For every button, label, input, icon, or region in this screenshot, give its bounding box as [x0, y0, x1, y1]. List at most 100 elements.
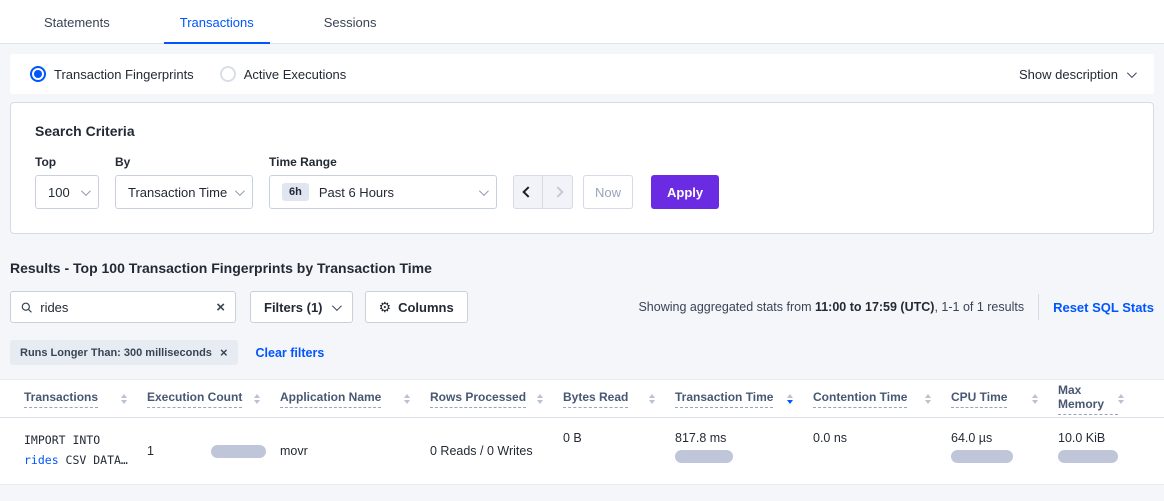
by-select[interactable]: Transaction Time	[115, 175, 253, 209]
column-header-label[interactable]: Application Name	[280, 390, 382, 408]
column-header-label[interactable]: CPU Time	[951, 390, 1008, 408]
apply-button[interactable]: Apply	[651, 175, 720, 209]
sort-icon[interactable]	[404, 393, 410, 404]
column-header-label[interactable]: Execution Count	[147, 390, 243, 408]
top-tab-bar: Statements Transactions Sessions	[0, 0, 1164, 44]
now-button[interactable]: Now	[583, 175, 633, 209]
cell-max-memory: 10.0 KiB	[1058, 418, 1144, 484]
filters-button[interactable]: Filters (1)	[250, 291, 353, 323]
execution-count-value: 1	[147, 444, 154, 458]
results-heading: Results - Top 100 Transaction Fingerprin…	[10, 260, 432, 276]
search-box[interactable]: ×	[10, 291, 236, 323]
next-time-range-button[interactable]	[543, 175, 573, 209]
column-header-label[interactable]: Transaction Time	[675, 390, 774, 408]
time-range-select[interactable]: 6h Past 6 Hours	[269, 175, 497, 209]
radio-selected-icon[interactable]	[30, 66, 46, 82]
radio-active-executions[interactable]: Active Executions	[219, 66, 347, 82]
column-header-transactions: Transactions	[24, 390, 147, 408]
column-header-label[interactable]: Bytes Read	[563, 390, 629, 408]
application-name-value: movr	[280, 444, 308, 458]
aggregated-stats-text: Showing aggregated stats from 11:00 to 1…	[638, 294, 1154, 320]
max-memory-bar	[1058, 450, 1118, 463]
tab-statements[interactable]: Statements	[44, 15, 110, 30]
vertical-divider	[1038, 294, 1040, 320]
cell-application-name: movr	[280, 418, 430, 484]
transaction-statement-line1: IMPORT INTO	[24, 433, 101, 448]
column-header-label[interactable]: Max Memory	[1058, 383, 1118, 415]
sort-icon[interactable]	[121, 393, 127, 404]
tab-sessions[interactable]: Sessions	[323, 15, 377, 30]
column-header-application-name: Application Name	[280, 390, 430, 408]
sort-icon[interactable]	[254, 393, 260, 404]
filters-label: Filters (1)	[264, 299, 323, 315]
cell-transaction-fingerprint[interactable]: IMPORT INTO rides CSV DATA…	[24, 418, 147, 484]
show-description-label: Show description	[1019, 66, 1118, 82]
column-header-contention-time: Contention Time	[813, 390, 951, 408]
cell-cpu-time: 64.0 µs	[951, 418, 1058, 484]
sort-icon[interactable]	[537, 393, 543, 404]
search-criteria-title: Search Criteria	[35, 123, 135, 139]
time-range-group: Time Range 6h Past 6 Hours	[269, 155, 497, 209]
cell-bytes-read: 0 B	[563, 418, 675, 484]
columns-button[interactable]: ⚙ Columns	[364, 291, 468, 323]
rows-processed-value: 0 Reads / 0 Writes	[430, 444, 533, 458]
search-criteria-controls: Top 100 By Transaction Time Time Range 6…	[35, 155, 1129, 209]
bytes-read-value: 0 B	[563, 431, 582, 445]
chevron-down-icon	[234, 185, 245, 196]
sort-icon[interactable]	[1118, 393, 1124, 404]
clear-search-icon[interactable]: ×	[216, 298, 225, 316]
previous-time-range-button[interactable]	[513, 175, 543, 209]
sort-icon[interactable]	[925, 393, 931, 404]
time-range-label: Time Range	[269, 155, 337, 169]
tab-transactions[interactable]: Transactions	[163, 3, 270, 44]
by-value: Transaction Time	[128, 184, 228, 200]
top-label: Top	[35, 155, 57, 169]
sort-icon[interactable]	[649, 393, 655, 404]
radio-label: Active Executions	[243, 66, 347, 82]
transaction-statement-line2: CSV DATA…	[58, 453, 128, 467]
sort-icon-active[interactable]	[787, 393, 793, 404]
column-header-label[interactable]: Contention Time	[813, 390, 908, 408]
filter-tag[interactable]: Runs Longer Than: 300 milliseconds ×	[10, 340, 238, 365]
search-input[interactable]	[40, 299, 217, 315]
stats-range: 11:00 to 17:59 (UTC)	[814, 300, 935, 314]
reset-sql-stats-link[interactable]: Reset SQL Stats	[1053, 299, 1154, 315]
column-header-bytes-read: Bytes Read	[563, 390, 675, 408]
table-row: IMPORT INTO rides CSV DATA… 1 movr 0 Rea…	[0, 418, 1164, 485]
column-header-transaction-time: Transaction Time	[675, 390, 813, 408]
cell-contention-time: 0.0 ns	[813, 418, 951, 484]
search-icon	[21, 302, 32, 313]
sort-icon[interactable]	[1032, 393, 1038, 404]
top-select[interactable]: 100	[35, 175, 99, 209]
by-label: By	[115, 155, 131, 169]
stats-suffix: , 1-1 of 1 results	[934, 300, 1025, 314]
search-criteria-card: Search Criteria Top 100 By Transaction T…	[10, 102, 1154, 234]
results-controls: × Filters (1) ⚙ Columns Showing aggregat…	[10, 291, 1154, 323]
chevron-down-icon	[1126, 67, 1137, 78]
chevron-down-icon	[478, 185, 489, 196]
radio-label: Transaction Fingerprints	[54, 66, 194, 82]
cell-rows-processed: 0 Reads / 0 Writes	[430, 418, 563, 484]
remove-filter-icon[interactable]: ×	[219, 345, 228, 360]
radio-unselected-icon[interactable]	[219, 66, 236, 82]
top-group: Top 100	[35, 155, 99, 209]
radio-transaction-fingerprints[interactable]: Transaction Fingerprints	[30, 66, 194, 82]
execution-count-bar	[211, 444, 266, 458]
time-range-arrows	[513, 175, 573, 209]
chevron-down-icon	[331, 300, 342, 311]
stats-prefix: Showing aggregated stats from	[638, 300, 815, 314]
column-header-label[interactable]: Rows Processed	[430, 390, 527, 408]
cell-transaction-time: 817.8 ms	[675, 418, 813, 484]
clear-filters-link[interactable]: Clear filters	[255, 345, 325, 360]
columns-label: Columns	[398, 299, 454, 315]
chevron-left-icon	[522, 186, 534, 198]
column-header-label[interactable]: Transactions	[24, 390, 99, 408]
column-header-execution-count: Execution Count	[147, 390, 280, 408]
transaction-statement-link[interactable]: rides	[24, 453, 59, 467]
transaction-time-bar	[675, 450, 733, 463]
filter-tag-label: Runs Longer Than: 300 milliseconds	[20, 346, 212, 359]
chevron-down-icon	[80, 185, 91, 196]
gear-icon: ⚙	[378, 298, 392, 315]
column-header-cpu-time: CPU Time	[951, 390, 1058, 408]
show-description-toggle[interactable]: Show description	[1019, 66, 1137, 82]
